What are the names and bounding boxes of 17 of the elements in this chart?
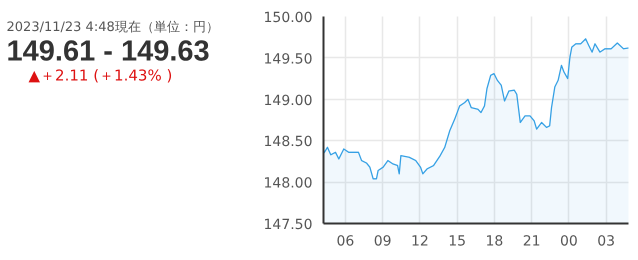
x-tick-label: 06 bbox=[336, 234, 354, 250]
text: 2023/11/23 4:48現在（単位：円） bbox=[6, 20, 219, 36]
x-tick-label: 12 bbox=[411, 234, 429, 250]
x-tick-label: 21 bbox=[522, 234, 541, 250]
y-tick-label: 148.00 bbox=[264, 176, 313, 192]
x-tick-label: 15 bbox=[448, 234, 466, 250]
x-tick-label: 09 bbox=[374, 234, 392, 250]
x-tick-label: 03 bbox=[597, 234, 616, 250]
x-tick-label: 18 bbox=[486, 234, 504, 250]
y-tick-label: 150.00 bbox=[264, 10, 313, 26]
y-tick-label: 147.50 bbox=[264, 217, 313, 233]
x-tick-label: 00 bbox=[560, 234, 578, 250]
text: 149.61 - 149.63 bbox=[6, 36, 210, 68]
y-tick-label: 148.50 bbox=[264, 134, 313, 150]
text: ▲＋2.11 (＋1.43% ) bbox=[28, 66, 172, 84]
y-tick-label: 149.00 bbox=[264, 92, 313, 109]
y-tick-label: 149.50 bbox=[264, 51, 313, 68]
